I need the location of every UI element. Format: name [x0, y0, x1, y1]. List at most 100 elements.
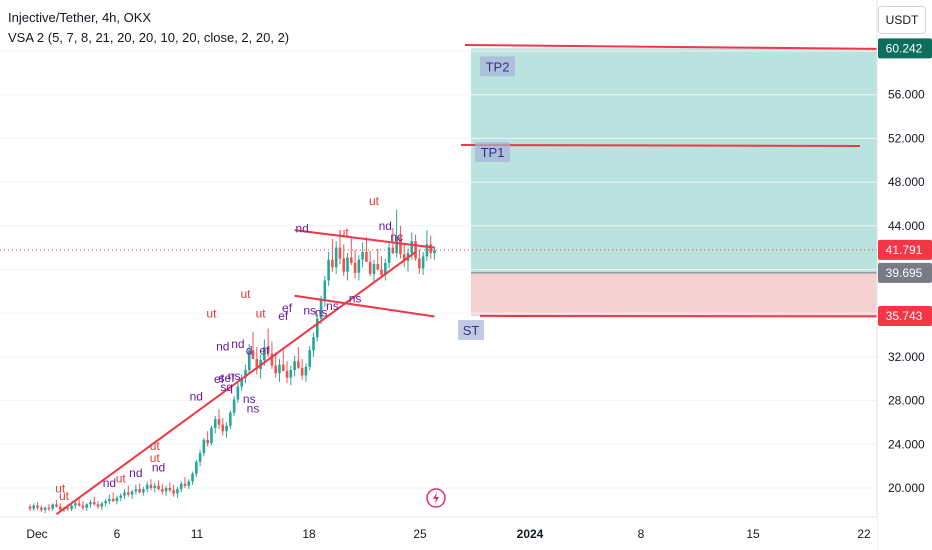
- candle[interactable]: [304, 363, 308, 383]
- indicator-title[interactable]: VSA 2 (5, 7, 8, 21, 20, 20, 10, 20, clos…: [8, 30, 290, 45]
- candle[interactable]: [315, 314, 319, 342]
- candle[interactable]: [40, 505, 43, 513]
- candle[interactable]: [402, 244, 406, 268]
- candle[interactable]: [312, 332, 315, 357]
- stop-zone[interactable]: [471, 272, 877, 317]
- candle[interactable]: [297, 347, 300, 369]
- candle[interactable]: [395, 209, 398, 258]
- candle[interactable]: [104, 498, 107, 507]
- candle[interactable]: [236, 383, 240, 403]
- candle[interactable]: [285, 361, 289, 384]
- candle[interactable]: [278, 359, 281, 383]
- candle[interactable]: [421, 252, 425, 275]
- candle[interactable]: [346, 253, 349, 281]
- candle[interactable]: [327, 252, 330, 286]
- candle[interactable]: [399, 225, 402, 259]
- annotation-tp2[interactable]: TP2: [480, 56, 515, 77]
- trendline[interactable]: [294, 229, 435, 249]
- price-label[interactable]: 39.695: [878, 262, 932, 283]
- annotation-st[interactable]: ST: [458, 320, 484, 341]
- candle[interactable]: [334, 241, 338, 274]
- annotation-tp1[interactable]: TP1: [475, 142, 510, 163]
- lightning-icon[interactable]: [426, 488, 446, 508]
- candle[interactable]: [350, 237, 353, 266]
- candle[interactable]: [380, 256, 383, 279]
- candle[interactable]: [119, 493, 123, 502]
- candle[interactable]: [293, 355, 296, 377]
- candle[interactable]: [206, 431, 209, 447]
- candle[interactable]: [342, 244, 346, 277]
- candle[interactable]: [179, 481, 183, 493]
- candle[interactable]: [387, 243, 391, 269]
- tp1-line[interactable]: [460, 143, 861, 148]
- candle[interactable]: [55, 500, 58, 508]
- candle[interactable]: [138, 483, 141, 494]
- candle[interactable]: [172, 484, 175, 497]
- candle[interactable]: [32, 503, 36, 511]
- candle[interactable]: [210, 425, 213, 446]
- candle[interactable]: [365, 236, 368, 262]
- candle[interactable]: [251, 331, 255, 360]
- currency-button[interactable]: USDT: [878, 6, 926, 34]
- candle[interactable]: [202, 437, 206, 457]
- candle[interactable]: [77, 497, 81, 507]
- candle[interactable]: [161, 483, 164, 495]
- candle[interactable]: [289, 365, 293, 386]
- candle[interactable]: [115, 495, 119, 505]
- candle[interactable]: [74, 501, 77, 509]
- candle[interactable]: [81, 501, 85, 510]
- price-label[interactable]: 41.791: [878, 239, 932, 260]
- candle[interactable]: [266, 328, 270, 357]
- candle[interactable]: [36, 502, 39, 510]
- candle[interactable]: [130, 490, 134, 499]
- target-zone[interactable]: [471, 48, 877, 273]
- candle[interactable]: [418, 249, 421, 274]
- candle[interactable]: [89, 500, 92, 508]
- candle[interactable]: [368, 250, 372, 277]
- candle[interactable]: [274, 352, 277, 378]
- candle[interactable]: [92, 496, 96, 506]
- candle[interactable]: [240, 374, 243, 391]
- candle[interactable]: [126, 485, 130, 497]
- candle[interactable]: [433, 246, 436, 260]
- candle[interactable]: [384, 258, 387, 281]
- candle[interactable]: [111, 492, 115, 503]
- tp2-line[interactable]: [464, 43, 932, 51]
- candle[interactable]: [225, 422, 228, 438]
- price-label[interactable]: 35.743: [878, 306, 932, 327]
- candle[interactable]: [425, 230, 429, 261]
- candle[interactable]: [145, 481, 149, 493]
- candle[interactable]: [108, 494, 111, 505]
- symbol-title[interactable]: Injective/Tether, 4h, OKX: [8, 10, 152, 25]
- candle[interactable]: [353, 249, 357, 279]
- candle[interactable]: [176, 486, 179, 498]
- candle[interactable]: [391, 227, 395, 255]
- candle[interactable]: [308, 345, 312, 371]
- candle[interactable]: [191, 471, 194, 485]
- candle[interactable]: [47, 504, 51, 511]
- candle[interactable]: [149, 479, 153, 491]
- candle[interactable]: [123, 489, 126, 499]
- candle[interactable]: [357, 255, 361, 281]
- candle[interactable]: [323, 276, 327, 307]
- candle[interactable]: [28, 504, 32, 511]
- candle[interactable]: [244, 364, 247, 384]
- candle[interactable]: [255, 347, 259, 375]
- candle[interactable]: [338, 232, 342, 265]
- candle[interactable]: [70, 504, 73, 511]
- candle[interactable]: [100, 502, 104, 510]
- candle[interactable]: [153, 482, 157, 493]
- candle[interactable]: [213, 415, 217, 434]
- candle[interactable]: [85, 503, 88, 511]
- candle[interactable]: [247, 343, 251, 374]
- candle[interactable]: [157, 480, 160, 491]
- candle[interactable]: [142, 486, 145, 496]
- candle[interactable]: [361, 242, 364, 268]
- candle[interactable]: [198, 449, 202, 467]
- candle[interactable]: [281, 350, 285, 372]
- candle[interactable]: [187, 479, 191, 490]
- candle[interactable]: [134, 484, 138, 495]
- candle[interactable]: [164, 485, 168, 496]
- candle[interactable]: [217, 409, 221, 430]
